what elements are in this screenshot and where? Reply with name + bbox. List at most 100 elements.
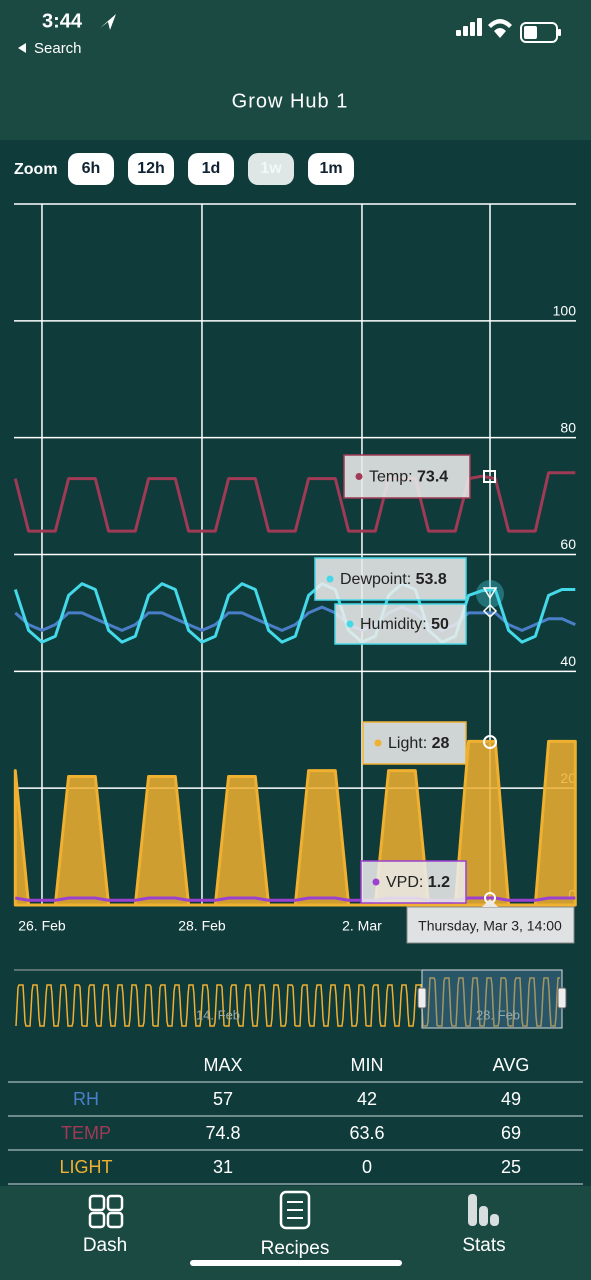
tooltip-dot [355, 473, 363, 480]
table-cell: 74.8 [205, 1123, 240, 1143]
table-cell: 25 [501, 1157, 521, 1177]
table-cell: 0 [362, 1157, 372, 1177]
navigator-label: 28. Feb [476, 1007, 520, 1022]
zoom-button[interactable] [68, 153, 114, 185]
tooltip-box [334, 603, 467, 645]
dash-icon-cell [88, 1211, 106, 1229]
zoom-button[interactable] [248, 153, 294, 185]
home-indicator [190, 1260, 402, 1266]
zoom-button-label[interactable]: 1w [260, 160, 282, 177]
series-line [13, 471, 576, 533]
battery-outline [520, 22, 558, 43]
battery-level [524, 26, 537, 39]
tooltip-value: 50 [431, 616, 449, 633]
location-icon [100, 14, 116, 30]
zoom-button[interactable] [128, 153, 174, 185]
recipes-icon [279, 1190, 311, 1230]
stats-icon-bar [479, 1206, 488, 1226]
navigator-handle[interactable] [557, 987, 567, 1009]
status-time: 3:44 [42, 10, 83, 32]
tooltip-value: 1.2 [428, 874, 450, 891]
zoom-button-label[interactable]: 6h [82, 160, 101, 177]
y-tick-label: 100 [553, 303, 577, 319]
tooltip-label: Temp: [369, 469, 413, 486]
tooltip-text: Dewpoint: 53.8 [340, 571, 447, 588]
series-area [13, 739, 577, 907]
table-row-label: LIGHT [59, 1157, 112, 1177]
navigator-label: 14. Feb [196, 1007, 240, 1022]
table-cell: 57 [213, 1089, 233, 1109]
x-tick-label: 2. Mar [342, 918, 382, 934]
table-cell: 42 [357, 1089, 377, 1109]
tooltip-dot [372, 878, 380, 886]
dewpoint-marker [482, 587, 498, 600]
navigator-handle[interactable] [417, 987, 427, 1009]
y-tick-label: 60 [560, 536, 576, 552]
signal-bar [470, 22, 475, 36]
table-header: AVG [493, 1055, 530, 1075]
stats-icon-bar [468, 1194, 477, 1226]
tooltip-text: Light: 28 [388, 735, 449, 752]
tooltip-box [343, 454, 471, 499]
dash-icon-cell [88, 1194, 106, 1212]
tab-label[interactable]: Dash [83, 1235, 127, 1256]
table-header: MAX [203, 1055, 242, 1075]
tooltip-label: Dewpoint: [340, 571, 411, 588]
dash-icon-cell [106, 1194, 124, 1212]
x-tick-label: 26. Feb [18, 918, 66, 934]
humidity-marker [482, 603, 498, 619]
x-tick-label: 28. Feb [178, 918, 226, 934]
tooltip-text: Temp: 73.4 [369, 469, 448, 486]
y-tick-label: 80 [560, 419, 576, 435]
page-title: Grow Hub 1 [232, 90, 349, 112]
light-marker [483, 735, 497, 749]
back-arrow [18, 43, 26, 53]
zoom-button[interactable] [308, 153, 354, 185]
tooltip-dot [326, 575, 334, 583]
y-tick-label: 40 [560, 653, 576, 669]
table-cell: 49 [501, 1089, 521, 1109]
tooltip-box [314, 557, 467, 601]
tooltip-value: 53.8 [416, 571, 447, 588]
navigator-window[interactable] [421, 969, 563, 1029]
dash-icon-cell [106, 1211, 124, 1229]
signal-bar [456, 30, 461, 36]
tab-label[interactable]: Stats [462, 1235, 505, 1256]
tooltip-value: 28 [432, 735, 450, 752]
table-cell: 31 [213, 1157, 233, 1177]
back-link[interactable]: Search [34, 40, 82, 57]
dewpoint-halo [476, 580, 504, 608]
zoom-button-label[interactable]: 12h [137, 160, 165, 177]
tooltip-value: 73.4 [417, 469, 448, 486]
navigator-series [15, 977, 560, 1027]
wifi-icon [488, 19, 512, 38]
table-cell: 63.6 [349, 1123, 384, 1143]
series-line [15, 896, 576, 902]
date-tooltip-box [406, 906, 575, 944]
table-row-label: RH [73, 1089, 99, 1109]
stats-icon-bar [490, 1214, 499, 1226]
temp-marker [483, 470, 496, 483]
series-line [14, 605, 576, 632]
tooltip-dot [346, 620, 354, 628]
tooltip-label: Humidity: [360, 616, 427, 633]
zoom-label: Zoom [14, 161, 58, 178]
table-cell: 69 [501, 1123, 521, 1143]
table-row-label: TEMP [61, 1123, 111, 1143]
battery-tip [558, 29, 561, 36]
tooltip-label: Light: [388, 735, 427, 752]
tooltip-text: Humidity: 50 [360, 616, 449, 633]
zoom-button[interactable] [188, 153, 234, 185]
tab-label[interactable]: Recipes [261, 1238, 330, 1259]
tooltip-dot [374, 739, 382, 747]
content-background [0, 140, 591, 1186]
zoom-button-label[interactable]: 1d [202, 160, 221, 177]
date-tooltip-pointer [482, 899, 498, 907]
signal-bar [477, 18, 482, 36]
signal-bar [463, 26, 468, 36]
zoom-button-label[interactable]: 1m [319, 160, 342, 177]
date-tooltip-text: Thursday, Mar 3, 14:00 [418, 918, 562, 934]
series-line [13, 582, 576, 644]
